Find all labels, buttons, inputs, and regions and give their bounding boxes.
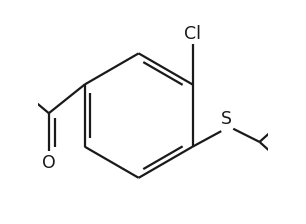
Text: Cl: Cl (184, 25, 201, 43)
Text: S: S (221, 110, 232, 128)
Text: O: O (42, 154, 56, 172)
